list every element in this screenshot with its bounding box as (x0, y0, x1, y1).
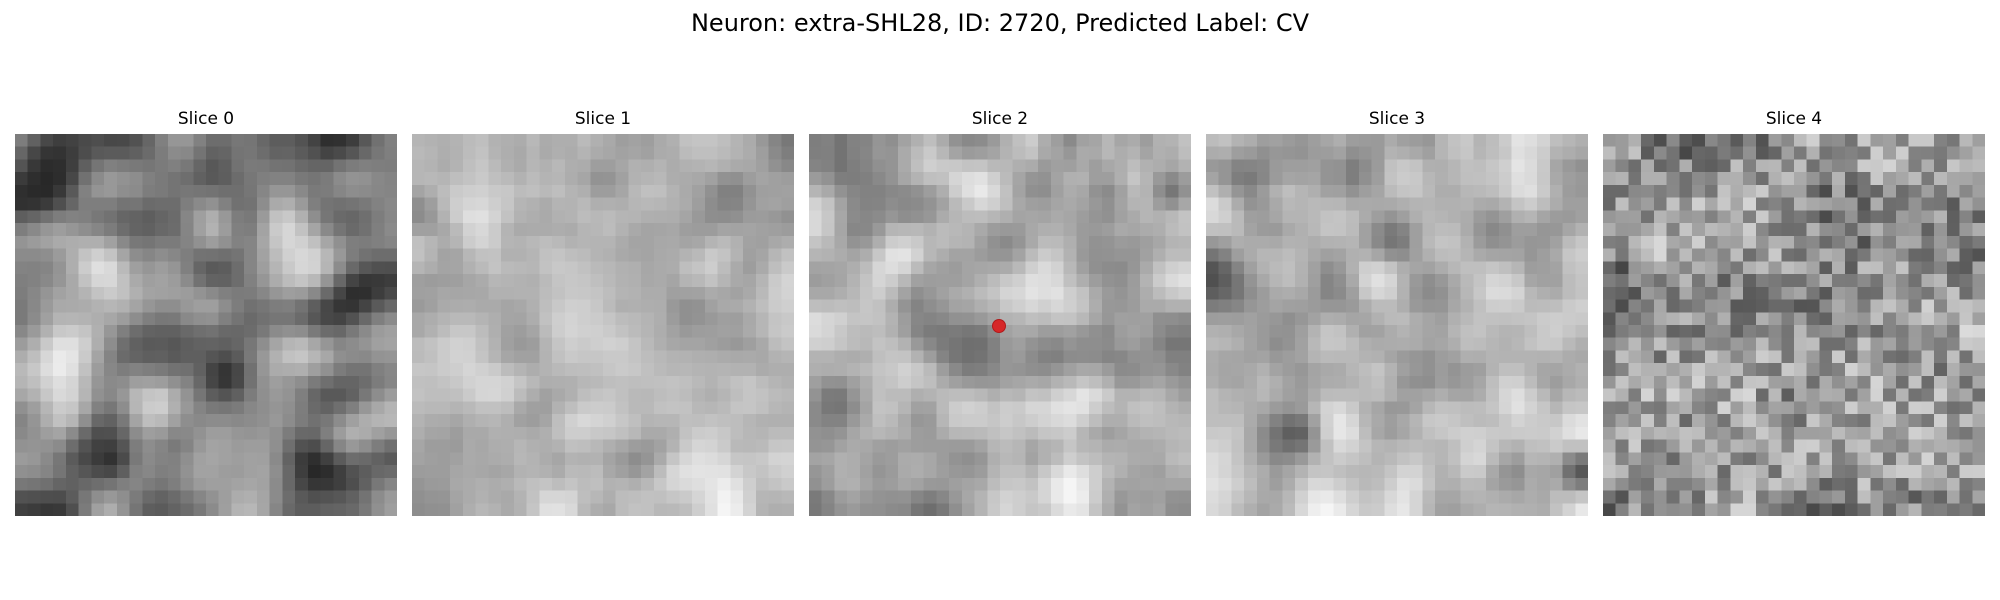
slice-title-3: Slice 3 (1368, 109, 1426, 129)
figure-title: Neuron: extra-SHL28, ID: 2720, Predicted… (690, 9, 1310, 37)
slice-panel-2: Slice 2 (809, 108, 1191, 516)
neuron-location-marker (993, 320, 1005, 332)
slice-panel-4: Slice 4 (1603, 108, 1985, 516)
slice-image-1 (412, 134, 794, 516)
slice-image-0 (15, 134, 397, 516)
slice-title-2: Slice 2 (971, 109, 1029, 129)
slice-image-4 (1603, 134, 1985, 516)
slice-title-0: Slice 0 (177, 109, 235, 129)
slice-title-4: Slice 4 (1765, 109, 1823, 129)
slice-image-3 (1206, 134, 1588, 516)
slice-panel-1: Slice 1 (412, 108, 794, 516)
slice-panel-3: Slice 3 (1206, 108, 1588, 516)
slice-panel-0: Slice 0 (15, 108, 397, 516)
slice-title-1: Slice 1 (574, 109, 632, 129)
